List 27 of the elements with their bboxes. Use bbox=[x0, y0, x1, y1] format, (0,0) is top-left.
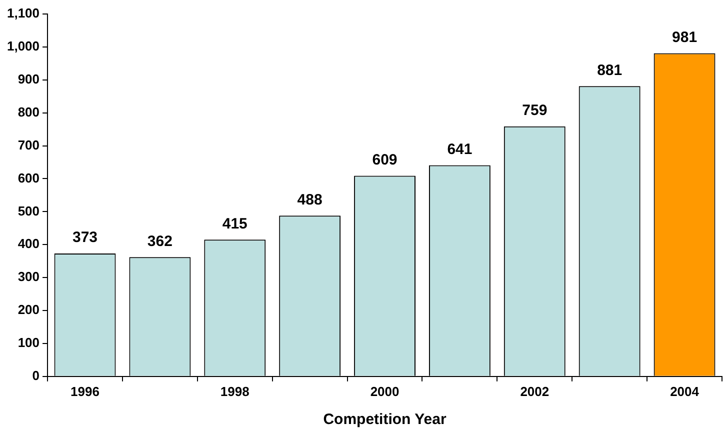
y-tick-label: 0 bbox=[32, 368, 40, 383]
data-label: 981 bbox=[672, 28, 698, 46]
data-label: 362 bbox=[147, 232, 172, 250]
data-label: 609 bbox=[372, 151, 398, 168]
x-tick-label: 2002 bbox=[520, 384, 550, 399]
y-tick-label: 800 bbox=[18, 104, 40, 120]
x-tick-label: 1996 bbox=[70, 384, 100, 399]
y-tick-label: 100 bbox=[18, 335, 40, 350]
x-tick-label: 2000 bbox=[370, 384, 400, 399]
data-label: 415 bbox=[222, 215, 248, 232]
x-tick-label: 2004 bbox=[670, 384, 700, 399]
y-tick-label: 200 bbox=[18, 302, 40, 318]
data-label: 641 bbox=[447, 140, 472, 158]
y-tick-label: 300 bbox=[18, 269, 40, 284]
data-label: 759 bbox=[522, 102, 548, 119]
y-tick-label: 500 bbox=[18, 203, 40, 218]
data-label: 373 bbox=[72, 229, 98, 246]
y-tick-label: 600 bbox=[18, 170, 40, 186]
x-tick-label: 1998 bbox=[220, 384, 250, 399]
y-tick-label: 1,100 bbox=[6, 6, 40, 21]
y-tick-label: 700 bbox=[18, 137, 40, 152]
data-label: 881 bbox=[597, 62, 622, 79]
y-tick-label: 1,000 bbox=[6, 38, 40, 54]
y-tick-label: 900 bbox=[18, 71, 40, 86]
data-label: 488 bbox=[297, 191, 322, 208]
y-tick-label: 400 bbox=[18, 236, 40, 252]
x-axis-title: Competition Year bbox=[323, 411, 446, 428]
